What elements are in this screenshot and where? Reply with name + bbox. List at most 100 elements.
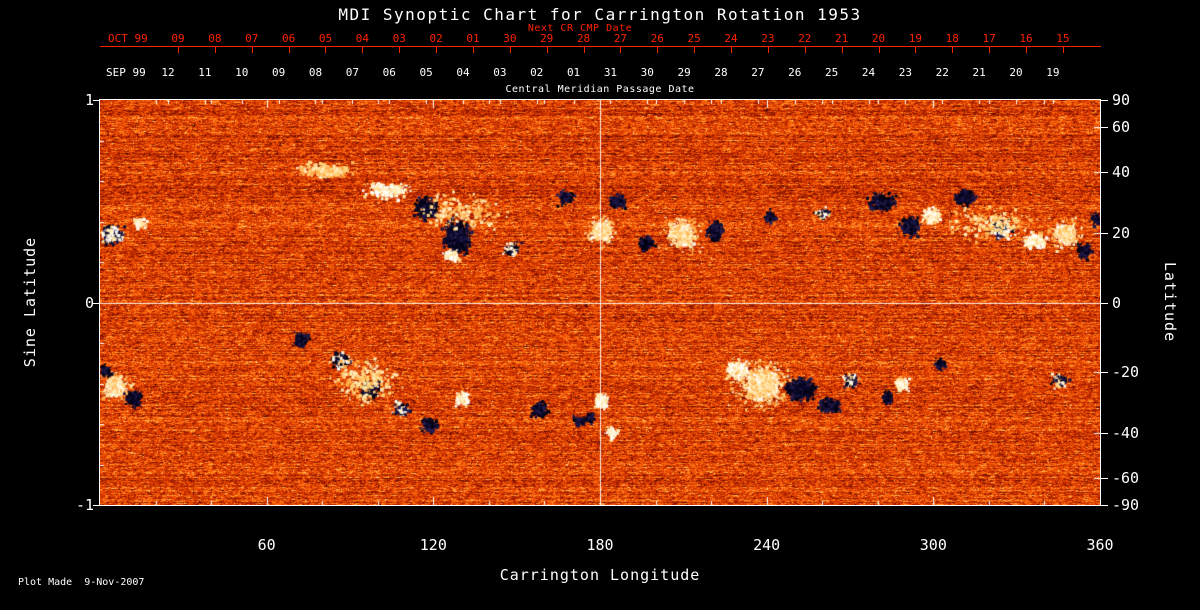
right-tick-mark (1101, 233, 1108, 234)
next-cr-day-label: 02 (429, 32, 442, 45)
next-cr-tick-mark (547, 46, 548, 53)
next-cr-tick-mark (584, 46, 585, 53)
next-cr-day-label: 05 (319, 32, 332, 45)
next-cr-tick-mark (768, 46, 769, 53)
cmp-day-label: 26 (788, 66, 801, 79)
next-cr-tick-mark (252, 46, 253, 53)
longitude-tick-label: 360 (1086, 536, 1113, 554)
next-cr-day-label: 15 (1056, 32, 1069, 45)
next-cr-day-label: 16 (1019, 32, 1032, 45)
cmp-day-label: 07 (346, 66, 359, 79)
cmp-day-label: 03 (493, 66, 506, 79)
next-cr-tick-mark (178, 46, 179, 53)
longitude-tick-label: 240 (753, 536, 780, 554)
next-cr-day-label: 24 (724, 32, 737, 45)
mdi-synoptic-chart: MDI Synoptic Chart for Carrington Rotati… (0, 0, 1200, 610)
next-cr-day-label: 27 (614, 32, 627, 45)
next-cr-day-label: 23 (761, 32, 774, 45)
next-cr-tick-mark (436, 46, 437, 53)
cmp-day-label: 31 (604, 66, 617, 79)
next-cr-tick-mark (989, 46, 990, 53)
chart-title: MDI Synoptic Chart for Carrington Rotati… (0, 5, 1200, 24)
next-cr-day-label: 21 (835, 32, 848, 45)
cmp-day-label: 04 (456, 66, 469, 79)
cmp-day-label: 06 (383, 66, 396, 79)
next-cr-tick-mark (362, 46, 363, 53)
plot-made-timestamp: Plot Made 9-Nov-2007 (18, 577, 144, 588)
next-cr-day-label: 04 (356, 32, 369, 45)
cmp-day-label: 02 (530, 66, 543, 79)
next-cr-day-label: 01 (466, 32, 479, 45)
cmp-day-label: 12 (161, 66, 174, 79)
next-cr-month-label: OCT 99 (108, 32, 148, 45)
next-cr-tick-mark (473, 46, 474, 53)
next-cr-day-label: 07 (245, 32, 258, 45)
latitude-tick-label: -20 (1112, 363, 1139, 381)
right-tick-mark (1101, 505, 1108, 506)
next-cr-tick-mark (915, 46, 916, 53)
next-cr-day-label: 30 (503, 32, 516, 45)
x-axis-title: Carrington Longitude (0, 566, 1200, 584)
right-tick-mark (1101, 433, 1108, 434)
left-tick-mark (93, 505, 100, 506)
next-cr-tick-mark (731, 46, 732, 53)
cmp-day-label: 05 (419, 66, 432, 79)
latitude-tick-label: -40 (1112, 424, 1139, 442)
next-cr-day-label: 17 (983, 32, 996, 45)
next-cr-tick-mark (657, 46, 658, 53)
cmp-day-label: 08 (309, 66, 322, 79)
next-cr-tick-mark (289, 46, 290, 53)
right-axis-title: Latitude (1161, 262, 1179, 342)
next-cr-day-label: 26 (651, 32, 664, 45)
next-cr-tick-mark (842, 46, 843, 53)
left-axis-title: Sine Latitude (21, 237, 39, 367)
next-cr-tick-mark (1063, 46, 1064, 53)
next-cr-day-label: 09 (171, 32, 184, 45)
right-tick-mark (1101, 303, 1108, 304)
cmp-day-label: 22 (936, 66, 949, 79)
longitude-tick-label: 300 (920, 536, 947, 554)
cmp-day-label: 19 (1046, 66, 1059, 79)
next-cr-tick-mark (620, 46, 621, 53)
cmp-day-label: 01 (567, 66, 580, 79)
cmp-day-label: 23 (899, 66, 912, 79)
cmp-day-label: 29 (678, 66, 691, 79)
right-tick-mark (1101, 372, 1108, 373)
longitude-tick-label: 60 (258, 536, 276, 554)
latitude-tick-label: 20 (1112, 224, 1130, 242)
latitude-tick-label: 90 (1112, 91, 1130, 109)
right-tick-mark (1101, 127, 1108, 128)
next-cr-tick-mark (399, 46, 400, 53)
cmp-day-label: 24 (862, 66, 875, 79)
sine-latitude-tick-label: 1 (56, 91, 94, 109)
cmp-month-label: SEP 99 (106, 66, 146, 79)
next-cr-day-label: 03 (393, 32, 406, 45)
cmp-day-label: 27 (751, 66, 764, 79)
cmp-day-label: 20 (1009, 66, 1022, 79)
next-cr-day-label: 22 (798, 32, 811, 45)
magnetogram-map (100, 100, 1100, 505)
next-cr-tick-mark (805, 46, 806, 53)
next-cr-day-label: 08 (208, 32, 221, 45)
cmp-day-label: 10 (235, 66, 248, 79)
next-cr-day-label: 20 (872, 32, 885, 45)
sine-latitude-tick-label: 0 (56, 294, 94, 312)
cmp-day-label: 11 (198, 66, 211, 79)
left-tick-mark (93, 100, 100, 101)
next-cr-day-label: 18 (946, 32, 959, 45)
next-cr-day-label: 06 (282, 32, 295, 45)
cmp-day-label: 28 (714, 66, 727, 79)
cmp-day-label: 21 (973, 66, 986, 79)
next-cr-tick-mark (694, 46, 695, 53)
right-tick-mark (1101, 478, 1108, 479)
next-cr-day-label: 28 (577, 32, 590, 45)
latitude-tick-label: 40 (1112, 163, 1130, 181)
cmp-day-label: 09 (272, 66, 285, 79)
right-tick-mark (1101, 100, 1108, 101)
longitude-tick-label: 120 (420, 536, 447, 554)
next-cr-day-label: 25 (688, 32, 701, 45)
next-cr-tick-mark (215, 46, 216, 53)
next-cr-axis-line (100, 46, 1101, 47)
latitude-tick-label: 0 (1112, 294, 1121, 312)
latitude-tick-label: 60 (1112, 118, 1130, 136)
